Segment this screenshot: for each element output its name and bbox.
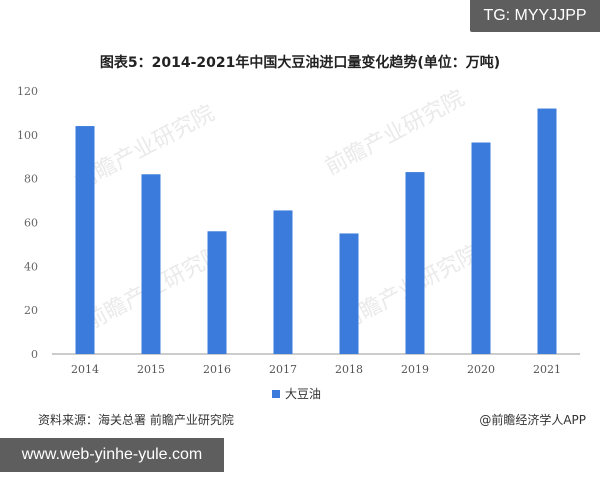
x-tick-label: 2019 bbox=[401, 363, 429, 376]
y-tick-label: 0 bbox=[31, 348, 38, 361]
x-tick-label: 2020 bbox=[467, 363, 495, 376]
bar-2015 bbox=[141, 174, 161, 354]
x-tick-label: 2021 bbox=[533, 363, 561, 376]
bar-2016 bbox=[207, 231, 227, 354]
bar-2021 bbox=[537, 108, 557, 355]
bottom-url-badge: www.web-yinhe-yule.com bbox=[0, 438, 224, 472]
x-tick-label: 2018 bbox=[335, 363, 363, 376]
x-tick-label: 2017 bbox=[269, 363, 297, 376]
x-tick-label: 2016 bbox=[203, 363, 231, 376]
chart-title: 图表5：2014-2021年中国大豆油进口量变化趋势(单位：万吨) bbox=[99, 55, 501, 71]
chart-bars bbox=[75, 108, 557, 355]
brand-credit: @前瞻经济学人APP bbox=[479, 413, 586, 427]
y-tick-label: 80 bbox=[24, 173, 38, 186]
watermark-text: 前瞻产业研究院 bbox=[321, 86, 469, 180]
y-tick-label: 100 bbox=[17, 129, 38, 142]
y-tick-label: 40 bbox=[24, 260, 38, 273]
top-right-badge: TG: MYYJJPP bbox=[470, 0, 600, 32]
bar-2018 bbox=[339, 233, 359, 354]
legend-swatch bbox=[272, 389, 280, 398]
bar-2020 bbox=[471, 142, 491, 354]
bar-2014 bbox=[75, 126, 95, 354]
chart-tick-labels: 0 20 40 60 80 100 120 2014 2015 2016 2017 2018 2019 2… bbox=[17, 85, 561, 376]
y-tick-label: 60 bbox=[24, 217, 38, 230]
y-tick-label: 120 bbox=[17, 85, 38, 98]
x-tick-label: 2015 bbox=[137, 363, 165, 376]
legend-label: 大豆油 bbox=[285, 387, 322, 401]
source-note: 资料来源：海关总署 前瞻产业研究院 bbox=[38, 413, 234, 427]
bar-2017 bbox=[273, 210, 293, 354]
bar-2019 bbox=[405, 172, 425, 354]
chart-legend: 大豆油 bbox=[272, 385, 321, 402]
y-tick-label: 20 bbox=[24, 304, 38, 317]
x-tick-label: 2014 bbox=[71, 363, 99, 376]
